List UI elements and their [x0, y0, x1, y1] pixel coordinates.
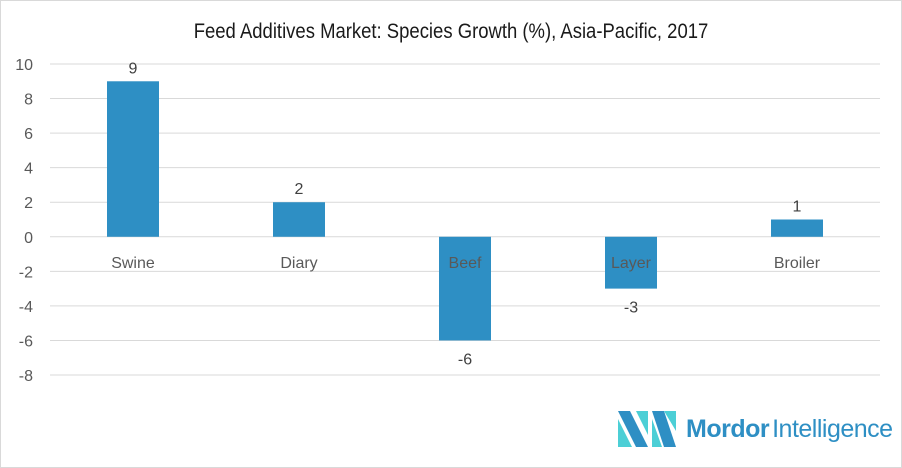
- y-tick-label: 2: [24, 195, 33, 212]
- data-label: 9: [129, 60, 138, 77]
- logo-text-light: Intelligence: [772, 414, 893, 443]
- bar-diary: [273, 202, 325, 237]
- bar-layer: [605, 236, 657, 289]
- y-tick-label: -2: [19, 264, 33, 281]
- bar-beef: [439, 236, 491, 341]
- bar-swine: [107, 81, 159, 237]
- data-label: 1: [793, 199, 802, 216]
- x-tick-label: Layer: [611, 255, 652, 272]
- y-tick-label: 10: [15, 57, 33, 74]
- y-tick-label: -8: [19, 368, 33, 385]
- x-tick-label: Diary: [280, 255, 317, 272]
- data-label: -6: [458, 351, 472, 368]
- y-tick-label: -6: [19, 333, 33, 350]
- y-tick-label: -4: [19, 299, 33, 316]
- logo-text-bold: Mordor: [686, 414, 770, 443]
- y-tick-label: 8: [24, 92, 33, 109]
- y-tick-label: 4: [24, 161, 33, 178]
- y-tick-label: 0: [24, 230, 33, 247]
- logo-mark-icon: [618, 411, 676, 447]
- data-label: 2: [295, 181, 304, 198]
- x-tick-label: Broiler: [774, 255, 821, 272]
- bar-broiler: [771, 219, 823, 237]
- mordor-intelligence-logo: Mordor Intelligence: [618, 411, 893, 447]
- x-tick-label: Beef: [449, 255, 482, 272]
- y-tick-label: 6: [24, 126, 33, 143]
- x-tick-label: Swine: [111, 255, 155, 272]
- chart-title: Feed Additives Market: Species Growth (%…: [193, 20, 709, 43]
- data-label: -3: [624, 300, 638, 317]
